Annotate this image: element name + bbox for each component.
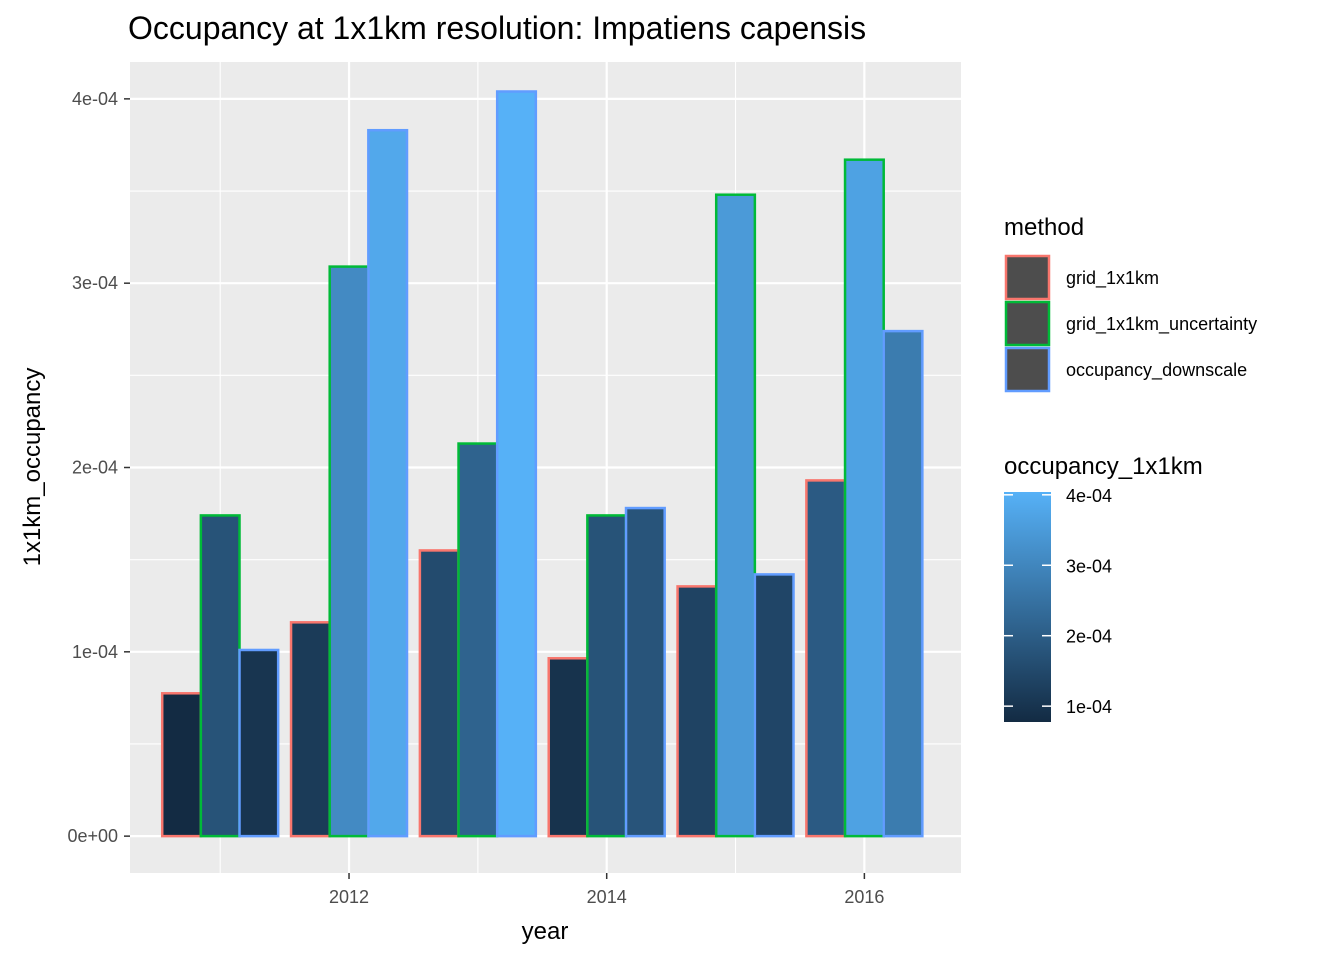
colorbar-label: 4e-04 xyxy=(1066,486,1112,506)
y-tick-label: 3e-04 xyxy=(72,273,118,293)
bar-occupancy_downscale-2013 xyxy=(495,90,538,838)
bar-grid_1x1km-2012 xyxy=(289,621,331,838)
legend-method-title: method xyxy=(1004,214,1084,241)
chart-title: Occupancy at 1x1km resolution: Impatiens… xyxy=(128,10,866,46)
bar-grid_1x1km_uncertainty-2012 xyxy=(328,265,370,838)
y-tick-label: 4e-04 xyxy=(72,89,118,109)
legend-fill: occupancy_1x1km 4e-04 3e-04 2e-04 1e-04 xyxy=(1004,453,1203,722)
bar-grid_1x1km-2011 xyxy=(160,692,203,838)
bar-occupancy_downscale-2011 xyxy=(238,648,280,838)
legend-label: grid_1x1km xyxy=(1066,268,1159,289)
x-tick-label: 2012 xyxy=(329,887,369,907)
y-tick-label: 0e+00 xyxy=(67,826,118,846)
y-tick-label: 2e-04 xyxy=(72,458,118,478)
y-axis-title: 1x1km_occupancy xyxy=(19,368,46,567)
legend-key-occupancy_downscale xyxy=(1004,346,1051,393)
bar-grid_1x1km_uncertainty-2014 xyxy=(586,514,628,838)
legend-fill-title: occupancy_1x1km xyxy=(1004,453,1203,480)
legend-key-grid_1x1km_uncertainty xyxy=(1004,300,1051,347)
bar-occupancy_downscale-2014 xyxy=(624,506,666,838)
legend-key-grid_1x1km xyxy=(1004,254,1051,301)
y-tick-label: 1e-04 xyxy=(72,642,118,662)
legend-method: method grid_1x1km grid_1x1km_uncertaintyo… xyxy=(1004,214,1257,393)
colorbar-label: 1e-04 xyxy=(1066,697,1112,717)
bar-grid_1x1km-2014 xyxy=(547,657,589,838)
bar-grid_1x1km-2015 xyxy=(676,585,718,838)
y-axis: 0e+00 1e-04 2e-04 3e-04 4e-04 xyxy=(67,89,130,846)
colorbar xyxy=(1004,492,1051,722)
x-axis: 2012 2014 2016 xyxy=(329,873,884,907)
legend-label: occupancy_downscale xyxy=(1066,360,1247,381)
bars xyxy=(160,90,924,838)
x-tick-label: 2016 xyxy=(844,887,884,907)
bar-grid_1x1km_uncertainty-2016 xyxy=(843,158,885,838)
x-axis-title: year xyxy=(522,918,569,945)
bar-grid_1x1km_uncertainty-2015 xyxy=(714,193,757,838)
colorbar-label: 3e-04 xyxy=(1066,556,1112,576)
bar-occupancy_downscale-2015 xyxy=(753,573,795,838)
bar-grid_1x1km-2013 xyxy=(418,549,460,838)
bar-occupancy_downscale-2012 xyxy=(367,128,409,838)
bar-grid_1x1km-2016 xyxy=(805,479,847,838)
bar-grid_1x1km_uncertainty-2013 xyxy=(457,442,499,838)
colorbar-label: 2e-04 xyxy=(1066,627,1112,647)
legend-label: grid_1x1km_uncertainty xyxy=(1066,314,1257,335)
bar-grid_1x1km_uncertainty-2011 xyxy=(199,514,241,838)
bar-occupancy_downscale-2016 xyxy=(882,329,924,838)
x-tick-label: 2014 xyxy=(587,887,627,907)
